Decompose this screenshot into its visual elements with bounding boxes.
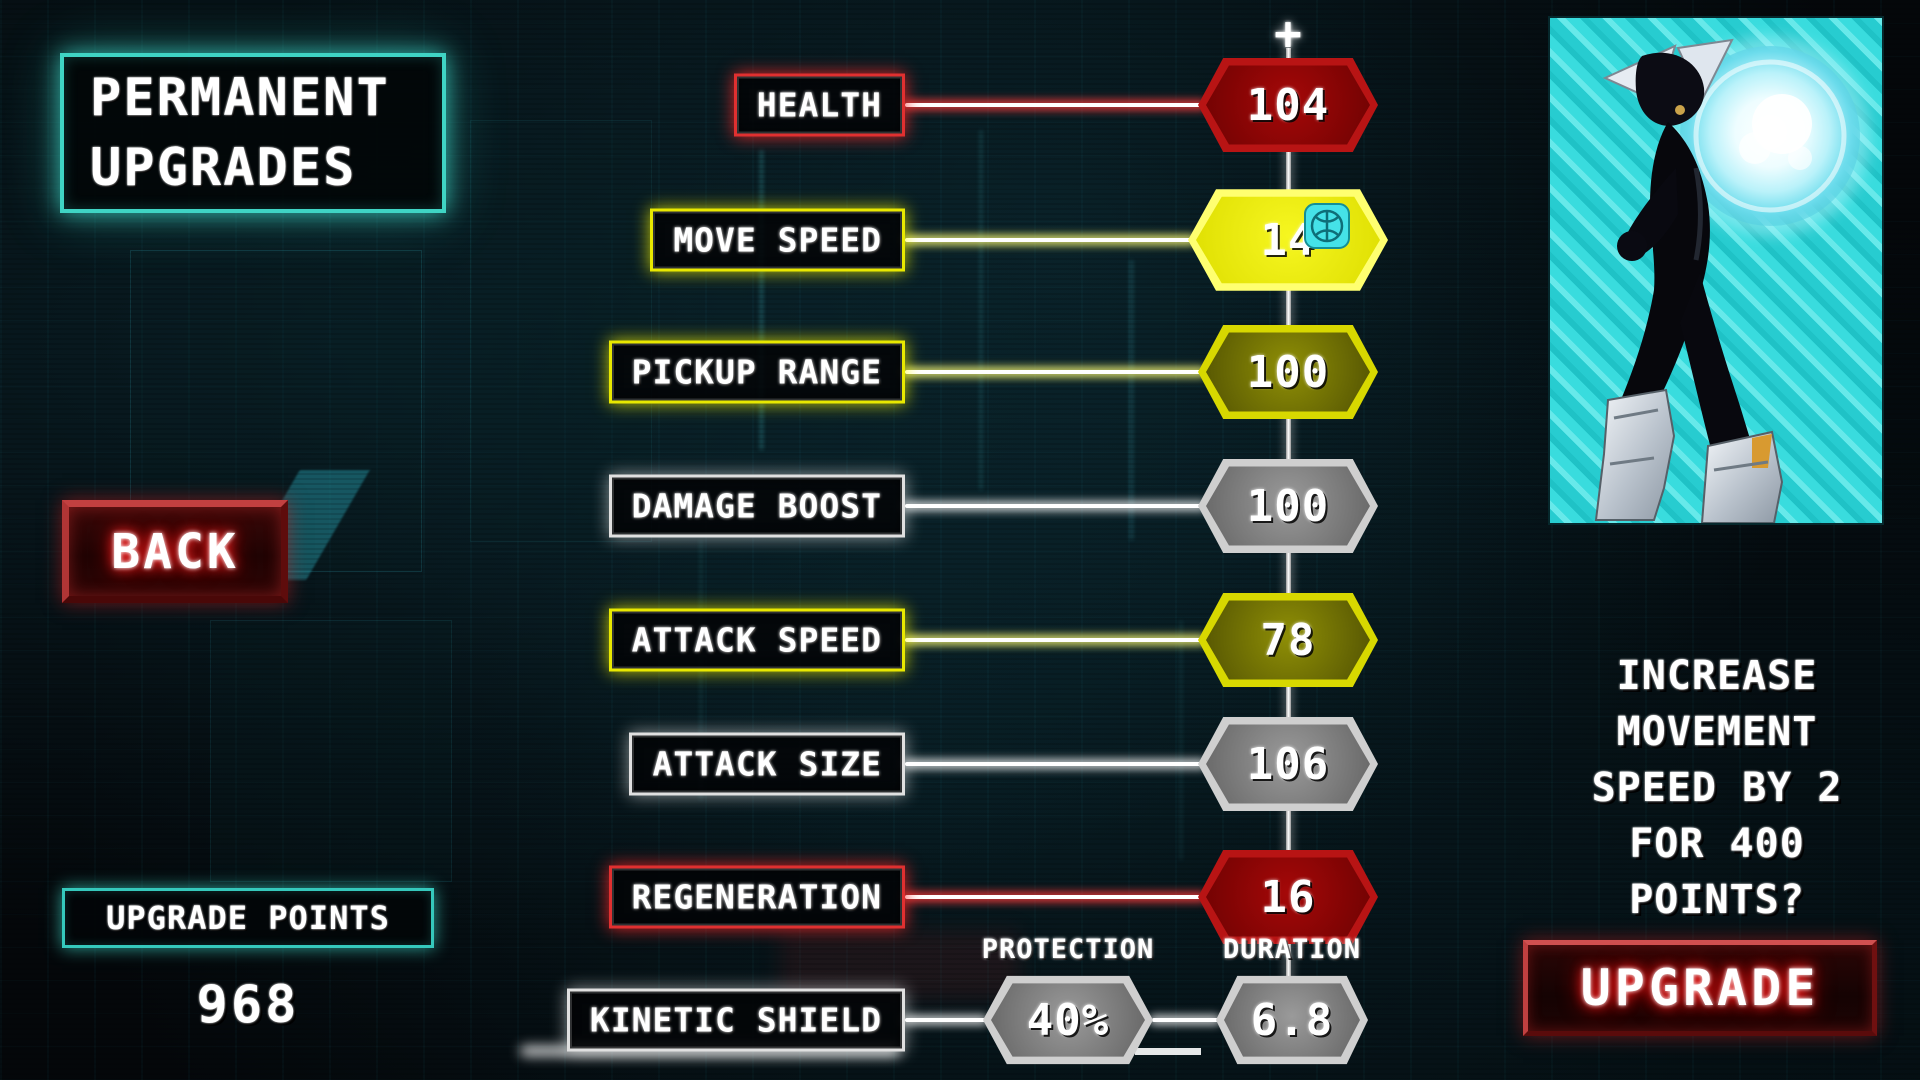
plus-icon: +: [1274, 6, 1302, 60]
stat-value-hex-protection[interactable]: 40%: [983, 975, 1153, 1065]
stat-label-kinetic-shield[interactable]: KINETIC SHIELD: [566, 988, 905, 1052]
stat-value-hex-attack-size[interactable]: 106: [1198, 717, 1378, 811]
stat-connector-line: [905, 238, 1194, 242]
stat-label-attack-speed[interactable]: ATTACK SPEED: [608, 608, 905, 672]
stat-value-hex-move-speed[interactable]: 14: [1188, 189, 1388, 291]
background-streak: [760, 150, 763, 450]
sub-stat-label-duration: DURATION: [1222, 934, 1362, 965]
stat-value-hex-fill: [1206, 65, 1370, 145]
stat-value-hex-attack-speed[interactable]: 78: [1198, 593, 1378, 687]
description-line: SPEED BY 2: [1591, 765, 1843, 811]
description-line: POINTS?: [1629, 877, 1805, 923]
stat-value-hex-fill: [1224, 983, 1360, 1057]
stat-value-hex-health[interactable]: 104: [1198, 58, 1378, 152]
character-leg: [1680, 273, 1754, 460]
upgrade-points-box: UPGRADE POINTS: [62, 888, 434, 948]
stat-connector-line: [905, 638, 1204, 642]
upgrade-points-value: 968: [196, 975, 300, 1035]
stat-value-attack-speed: 78: [1260, 614, 1316, 666]
stat-value-damage-boost: 100: [1246, 480, 1330, 532]
stat-value-hex-fill: [1206, 332, 1370, 412]
page-title-line1: PERMANENT: [90, 68, 390, 128]
stat-value-hex-pickup-range[interactable]: 100: [1198, 325, 1378, 419]
stat-connector-line: [905, 504, 1204, 508]
stat-value-hex-fill: [1206, 724, 1370, 804]
character-body: [1620, 122, 1710, 410]
sub-stat-label-protection: PROTECTION: [981, 934, 1155, 965]
stat-connector-line: [905, 370, 1204, 374]
background-streak: [1130, 260, 1133, 540]
stat-connector-line: [905, 895, 1204, 899]
character-figure: [1594, 36, 1870, 523]
background-circuit-shape: [470, 120, 652, 542]
stat-value-duration: 6.8: [1250, 994, 1334, 1046]
background-circuit-shape: [210, 620, 452, 882]
stat-label-text: HEALTH: [756, 85, 882, 125]
stat-label-pickup-range[interactable]: PICKUP RANGE: [608, 340, 905, 404]
stat-connector-line: [905, 103, 1204, 107]
upgrade-points-label: UPGRADE POINTS: [106, 899, 390, 937]
stat-value-hex-fill: [1206, 600, 1370, 680]
description-line: INCREASE: [1616, 653, 1818, 699]
stat-label-regeneration[interactable]: REGENERATION: [608, 865, 905, 929]
stat-label-health[interactable]: HEALTH: [733, 73, 905, 137]
stat-value-hex-damage-boost[interactable]: 100: [1198, 459, 1378, 553]
page-title: PERMANENT UPGRADES: [60, 53, 446, 213]
stat-value-hex-fill: [1206, 857, 1370, 937]
description-line: FOR 400: [1629, 821, 1805, 867]
stat-value-hex-duration[interactable]: 6.8: [1216, 975, 1368, 1065]
page-title-line2: UPGRADES: [90, 138, 357, 198]
back-button-label: BACK: [111, 523, 239, 580]
stat-value-hex-regeneration[interactable]: 16: [1198, 850, 1378, 944]
description-line: MOVEMENT: [1616, 709, 1818, 755]
cursor-icon: [1304, 203, 1350, 250]
stat-label-text: MOVE SPEED: [673, 220, 882, 260]
stat-label-text: KINETIC SHIELD: [589, 1000, 882, 1040]
stat-connector-line: [1152, 1018, 1218, 1022]
stat-connector-line: [905, 762, 1204, 766]
stat-label-damage-boost[interactable]: DAMAGE BOOST: [608, 474, 905, 538]
stat-label-text: REGENERATION: [631, 877, 882, 917]
stat-value-health: 104: [1246, 79, 1330, 131]
back-button[interactable]: BACK: [62, 500, 288, 603]
upgrade-button[interactable]: UPGRADE: [1523, 940, 1877, 1036]
boot: [1594, 388, 1676, 521]
upgrade-button-label: UPGRADE: [1580, 959, 1820, 1017]
boot-accent: [1752, 434, 1772, 468]
background-streak: [1180, 620, 1182, 860]
stat-value-pickup-range: 100: [1246, 346, 1330, 398]
background-red-tint: [780, 930, 1020, 1000]
bottom-edge-dash: [1135, 1048, 1201, 1055]
stat-label-attack-size[interactable]: ATTACK SIZE: [629, 732, 905, 796]
stat-value-attack-size: 106: [1246, 738, 1330, 790]
stat-connector-line: [905, 1018, 985, 1022]
stat-value-protection: 40%: [1026, 994, 1110, 1046]
stat-label-text: ATTACK SPEED: [631, 620, 882, 660]
background-streak: [980, 130, 982, 490]
stat-label-text: ATTACK SIZE: [652, 744, 882, 784]
stat-label-text: PICKUP RANGE: [631, 352, 882, 392]
stat-label-text: DAMAGE BOOST: [631, 486, 882, 526]
upgrade-description: INCREASE MOVEMENT SPEED BY 2 FOR 400 POI…: [1552, 648, 1882, 928]
helmet: [1635, 52, 1705, 126]
stat-label-move-speed[interactable]: MOVE SPEED: [650, 208, 905, 272]
stat-value-hex-fill: [991, 983, 1145, 1057]
character-portrait: [1548, 16, 1884, 525]
stat-value-regeneration: 16: [1260, 871, 1316, 923]
stat-value-hex-fill: [1206, 466, 1370, 546]
